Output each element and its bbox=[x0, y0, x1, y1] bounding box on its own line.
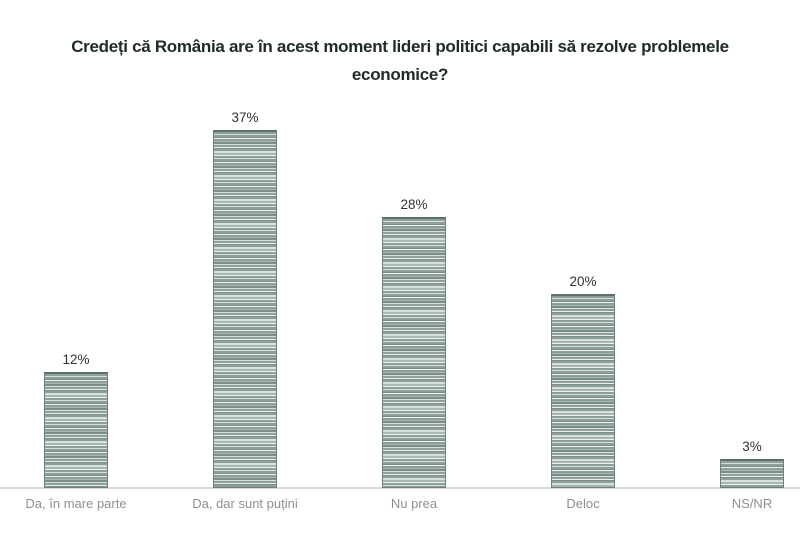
category-label: NS/NR bbox=[731, 496, 773, 511]
category-label: Nu prea bbox=[390, 496, 438, 511]
category-label: Deloc bbox=[566, 496, 600, 511]
bar-column: 28% bbox=[330, 197, 498, 488]
bar bbox=[382, 217, 446, 488]
category-label: Da, dar sunt puțini bbox=[192, 496, 298, 511]
bar bbox=[551, 294, 615, 488]
bar bbox=[213, 130, 277, 488]
category-label: Da, în mare parte bbox=[25, 496, 127, 511]
bar-value-label: 3% bbox=[742, 439, 762, 454]
bar-value-label: 20% bbox=[569, 274, 597, 289]
bar-value-label: 28% bbox=[400, 197, 428, 212]
bar-column: 12% bbox=[0, 352, 160, 488]
bar-value-label: 37% bbox=[231, 110, 259, 125]
chart-title: Credeți că România are în acest moment l… bbox=[30, 33, 770, 89]
chart-title-line-1: Credeți că România are în acest moment l… bbox=[71, 37, 729, 56]
bar-column: 37% bbox=[161, 110, 329, 488]
x-axis-line bbox=[0, 487, 800, 489]
bar bbox=[44, 372, 108, 488]
bar-value-label: 12% bbox=[62, 352, 90, 367]
bar bbox=[720, 459, 784, 488]
bar-column: 3% bbox=[668, 439, 800, 488]
chart-title-line-2: economice? bbox=[351, 65, 449, 84]
bar-column: 20% bbox=[499, 274, 667, 488]
